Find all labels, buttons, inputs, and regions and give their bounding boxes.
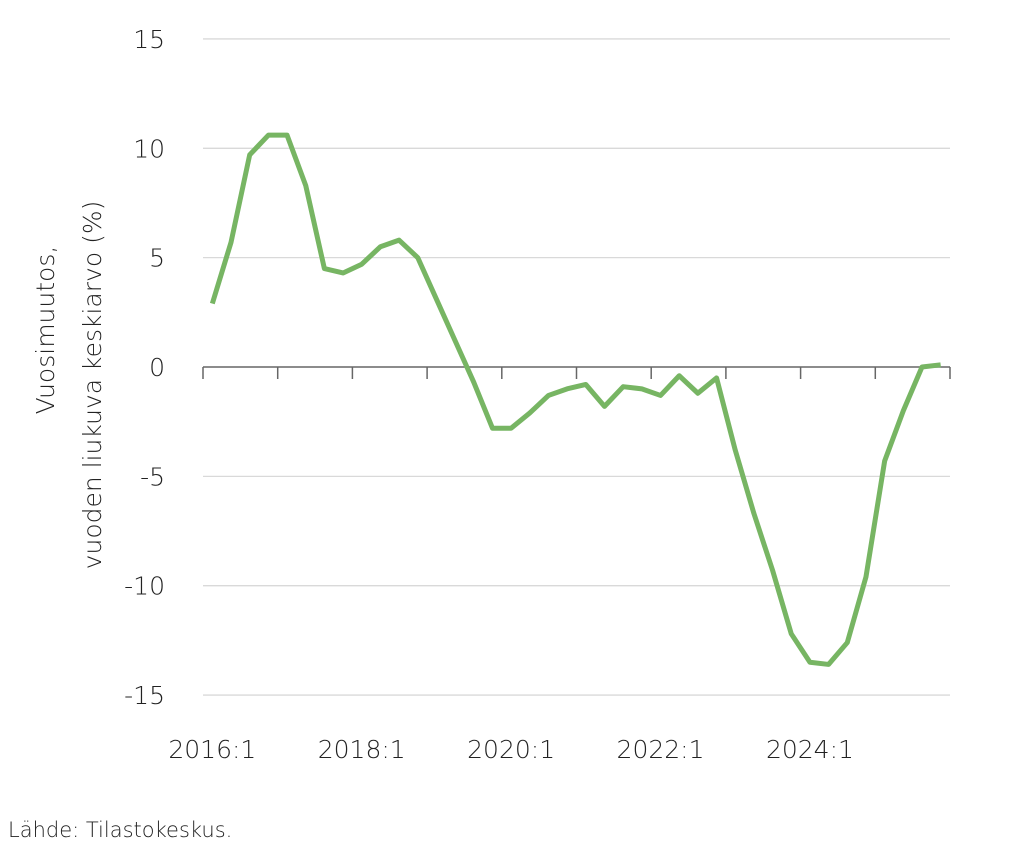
- y-tick-label: 15: [133, 25, 165, 54]
- y-tick-label: 10: [133, 134, 165, 163]
- y-axis-label-line-2: vuoden liukuva keskiarvo (%): [78, 201, 107, 570]
- x-tick-label: 2024:1: [766, 735, 854, 764]
- x-tick-label: 2016:1: [168, 735, 256, 764]
- y-tick-label: 0: [149, 353, 165, 382]
- series-line: [209, 132, 941, 667]
- x-tick-label: 2018:1: [318, 735, 406, 764]
- x-tick-label: 2020:1: [467, 735, 555, 764]
- x-tick-label: 2022:1: [617, 735, 705, 764]
- y-tick-label: -5: [140, 462, 165, 491]
- y-tick-label: -10: [124, 572, 165, 601]
- y-tick-label: -15: [124, 681, 165, 710]
- y-tick-label: 5: [149, 244, 165, 273]
- y-axis-label-line-1: Vuosimuutos,: [31, 246, 60, 415]
- source-note: Lähde: Tilastokeskus.: [8, 818, 233, 842]
